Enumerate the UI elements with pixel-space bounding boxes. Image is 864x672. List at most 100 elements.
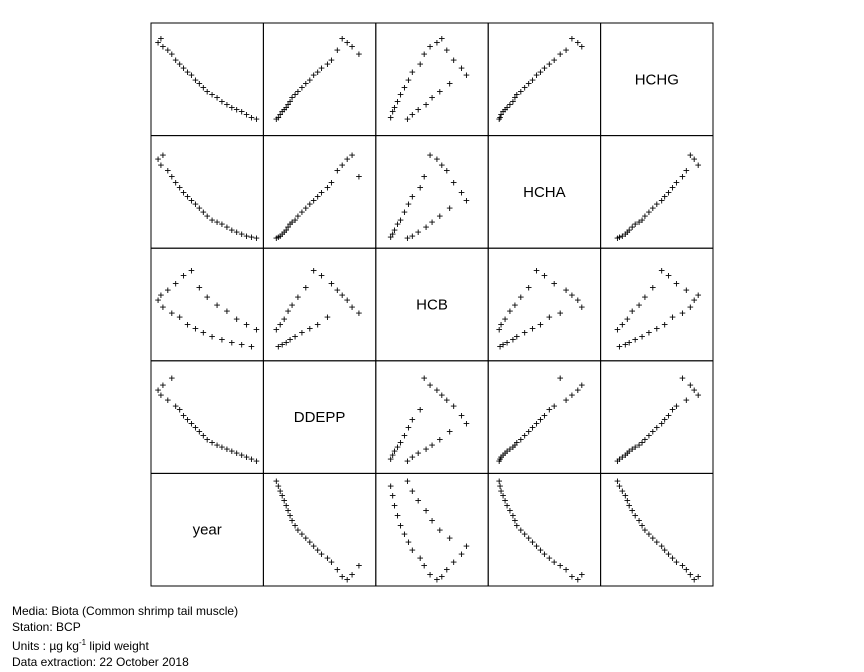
point-marker: + (349, 40, 356, 53)
units-exponent: -1 (78, 638, 87, 647)
point-marker: + (160, 300, 167, 313)
point-marker: + (500, 338, 507, 351)
point-marker: + (285, 220, 292, 233)
point-marker: + (328, 176, 335, 189)
point-marker: + (287, 95, 294, 108)
point-marker: + (683, 393, 690, 406)
point-marker: + (248, 230, 255, 243)
point-marker: + (356, 170, 363, 183)
point-marker: + (541, 269, 548, 282)
point-marker: + (273, 323, 280, 336)
point-marker: + (200, 326, 207, 339)
point-marker: + (176, 310, 183, 323)
point-marker: + (394, 95, 401, 108)
point-marker: + (334, 284, 341, 297)
point-marker: + (439, 570, 446, 583)
diagonal-label: HCHA (523, 184, 566, 201)
point-marker: + (614, 323, 621, 336)
point-marker: + (192, 198, 199, 211)
point-marker: + (514, 330, 521, 343)
point-marker: + (285, 304, 292, 317)
point-marker: + (427, 568, 434, 581)
panel-r4-c3: ++ ++++++++++++++++++++++ (487, 472, 602, 587)
point-marker: + (616, 453, 623, 466)
point-marker: + (512, 299, 519, 312)
point-marker: + (176, 58, 183, 71)
point-marker: + (224, 304, 231, 317)
point-marker: + (434, 383, 441, 396)
point-marker: + (529, 322, 536, 335)
point-marker: + (546, 310, 553, 323)
point-marker: + (196, 425, 203, 438)
point-marker: + (253, 231, 260, 244)
point-marker: + (427, 379, 434, 392)
chart-footer: Media: Biota (Common shrimp tail muscle)… (12, 604, 238, 670)
point-marker: + (614, 454, 621, 467)
point-marker: + (160, 40, 167, 53)
point-marker: + (401, 81, 408, 94)
point-marker: + (537, 65, 544, 78)
point-marker: + (563, 44, 570, 57)
point-marker: + (158, 158, 165, 171)
point-marker: + (405, 198, 412, 211)
point-marker: + (450, 176, 457, 189)
point-marker: + (546, 551, 553, 564)
point-marker: + (324, 551, 331, 564)
units-suffix: lipid weight (86, 639, 149, 653)
point-marker: + (514, 88, 521, 101)
point-marker: + (507, 443, 514, 456)
panel-r2-c3: ++++++++++++++++++++++++ (487, 247, 602, 362)
point-marker: + (409, 190, 416, 203)
point-marker: + (632, 509, 639, 522)
point-marker: + (521, 528, 528, 541)
point-marker: + (622, 449, 629, 462)
point-marker: + (275, 340, 282, 353)
point-marker: + (209, 88, 216, 101)
point-marker: + (209, 214, 216, 227)
point-marker: + (299, 206, 306, 219)
point-marker: + (188, 68, 195, 81)
point-marker: + (691, 152, 698, 165)
point-marker: + (172, 54, 179, 67)
point-marker: + (165, 44, 172, 57)
point-marker: + (537, 413, 544, 426)
point-marker: + (650, 532, 657, 545)
point-marker: + (334, 164, 341, 177)
point-marker: + (658, 539, 665, 552)
point-marker: + (673, 176, 680, 189)
panel-r3-c2: +++++++ ++ ++ ++ ++ ++ ++ ++ ++ + (375, 360, 489, 474)
point-marker: + (502, 103, 509, 116)
point-marker: + (238, 105, 245, 118)
point-marker: + (521, 429, 528, 442)
point-marker: + (172, 277, 179, 290)
point-marker: + (446, 77, 453, 90)
point-marker: + (318, 269, 325, 282)
panel-r0-c1: ++++ ++++++++++++++++++++ (262, 22, 377, 137)
point-marker: + (289, 215, 296, 228)
point-marker: + (409, 229, 416, 242)
point-marker: + (450, 399, 457, 412)
point-marker: + (233, 103, 240, 116)
point-marker: + (529, 73, 536, 86)
point-marker: + (344, 573, 351, 586)
point-marker: + (642, 524, 649, 537)
point-marker: + (502, 312, 509, 325)
point-marker: + (695, 289, 702, 302)
point-marker: + (695, 388, 702, 401)
point-marker: + (391, 101, 398, 114)
point-marker: + (318, 186, 325, 199)
point-marker: + (219, 441, 226, 454)
point-marker: + (158, 32, 165, 45)
point-marker: + (669, 403, 676, 416)
point-marker: + (569, 289, 576, 302)
point-marker: + (443, 44, 450, 57)
point-marker: + (533, 417, 540, 430)
point-marker: + (409, 413, 416, 426)
point-marker: + (281, 225, 288, 238)
point-marker: + (168, 48, 175, 61)
point-marker: + (500, 105, 507, 118)
point-marker: + (409, 65, 416, 78)
point-marker: + (578, 300, 585, 313)
point-marker: + (629, 304, 636, 317)
units-prefix: Units : (12, 639, 50, 653)
